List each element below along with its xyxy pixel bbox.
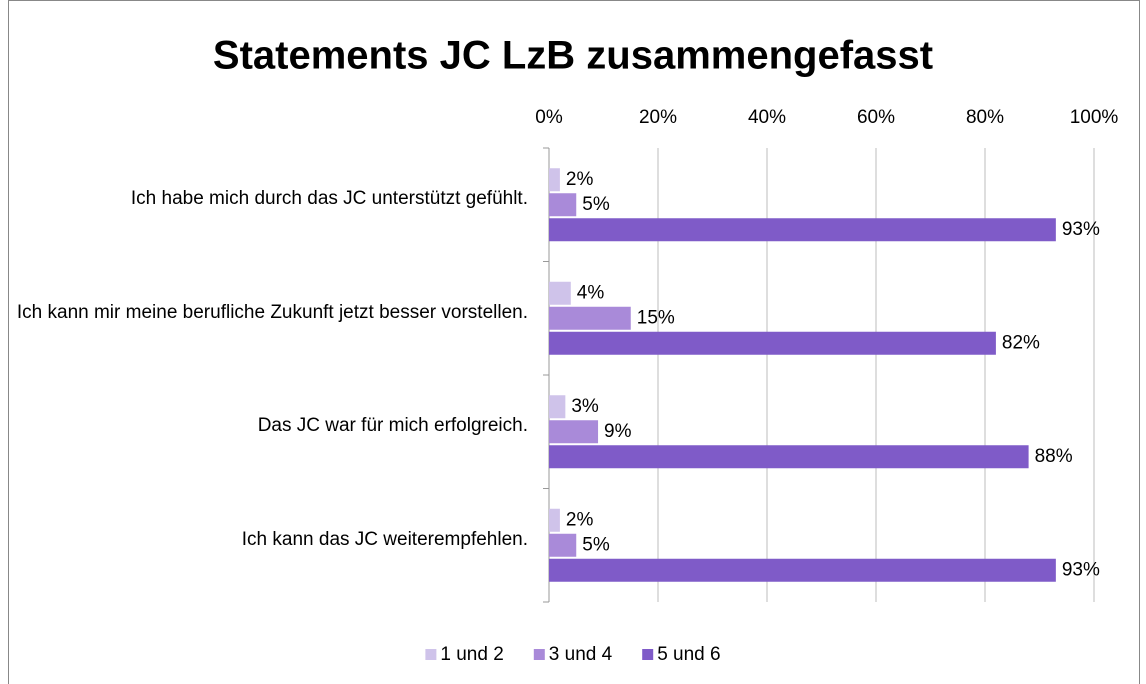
data-label: 2%: [566, 509, 594, 530]
bar: [549, 558, 1056, 582]
x-tick-label: 100%: [1070, 107, 1119, 128]
y-tick-label: Ich habe mich durch das JC unterstützt g…: [130, 188, 528, 210]
x-tick-label: 20%: [639, 107, 677, 128]
data-label: 3%: [571, 396, 599, 417]
data-label: 93%: [1062, 219, 1100, 240]
bar: [549, 281, 571, 305]
legend-label: 1 und 2: [440, 644, 503, 665]
y-tick-label: Das JC war für mich erfolgreich.: [257, 415, 528, 437]
bar: [549, 533, 577, 557]
chart-title: Statements JC LzB zusammengefasst: [213, 34, 933, 78]
data-label: 5%: [582, 534, 610, 555]
data-label: 82%: [1002, 332, 1040, 353]
bar: [549, 193, 577, 217]
bar: [549, 168, 560, 192]
legend-swatch: [425, 649, 437, 660]
x-tick-label: 60%: [857, 107, 895, 128]
bar: [549, 508, 560, 532]
legend-label: 5 und 6: [657, 644, 720, 665]
data-label: 2%: [566, 169, 594, 190]
data-label: 88%: [1035, 446, 1073, 467]
x-tick-label: 40%: [748, 107, 786, 128]
legend-swatch: [642, 649, 654, 660]
y-tick-label: Ich kann das JC weiterempfehlen.: [241, 528, 528, 550]
bar: [549, 420, 599, 444]
data-label: 4%: [577, 282, 605, 303]
bar: [549, 331, 996, 355]
data-label: 5%: [582, 194, 610, 215]
data-label: 9%: [604, 421, 632, 442]
x-tick-label: 80%: [966, 107, 1004, 128]
bar: [549, 218, 1056, 242]
x-tick-label: 0%: [535, 107, 563, 128]
bar: [549, 306, 631, 330]
bar: [549, 395, 566, 419]
data-label: 93%: [1062, 559, 1100, 580]
y-tick-label: Ich kann mir meine berufliche Zukunft je…: [16, 301, 528, 323]
chart-border: [8, 0, 1140, 684]
legend-swatch: [533, 649, 545, 660]
data-label: 15%: [637, 307, 675, 328]
bar: [549, 445, 1029, 469]
legend-label: 3 und 4: [549, 644, 613, 665]
